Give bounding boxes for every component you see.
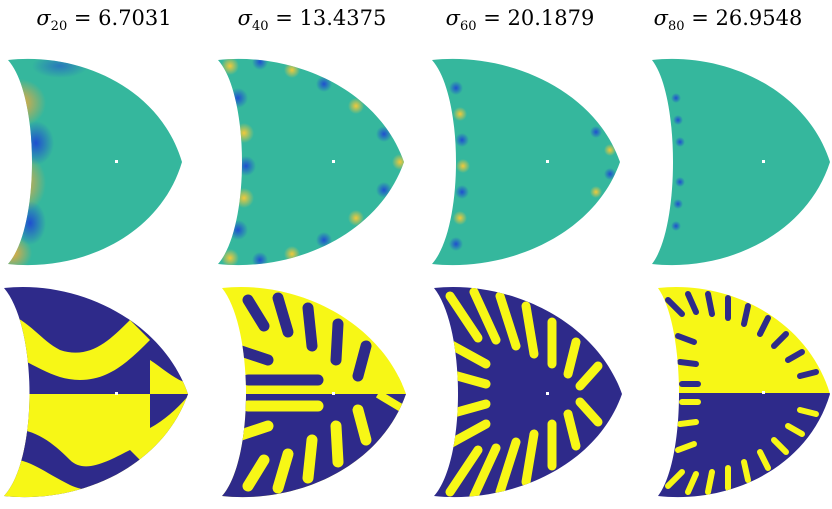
panel-column-4: σ80 = 26.9548 (624, 0, 832, 509)
eigenvalue-label-2: σ40 = 13.4375 (237, 6, 387, 35)
edge-stripes-upper-4 (665, 291, 819, 387)
panel-column-1: σ20 = 6.7031 (0, 0, 208, 509)
eigenfunction-heatmap-1 (0, 48, 208, 276)
eigenvalue-label-4: σ80 = 26.9548 (653, 6, 803, 35)
nodal-svg-3 (434, 286, 622, 498)
eigenfunction-heatmap-2 (208, 48, 416, 276)
boundary-blobs-4 (671, 93, 685, 231)
heatmap-svg-1 (8, 58, 182, 266)
nodal-pattern-1 (0, 280, 208, 506)
heatmap-svg-3 (432, 58, 620, 266)
nodal-pattern-3 (416, 280, 624, 506)
panel-column-3: σ60 = 20.1879 (416, 0, 624, 509)
eigenfunction-heatmap-4 (624, 48, 832, 276)
nodal-pattern-2 (208, 280, 416, 506)
nodal-svg-1 (4, 286, 188, 498)
nodal-pattern-4 (624, 280, 832, 506)
edge-stripes-lower-4 (665, 399, 819, 495)
heatmap-svg-4 (652, 58, 830, 266)
nodal-svg-4 (658, 286, 830, 498)
heatmap-svg-2 (218, 58, 404, 266)
panel-column-2: σ40 = 13.4375 (208, 0, 416, 509)
nodal-stripes-upper-2 (232, 292, 372, 386)
eigenvalue-label-3: σ60 = 20.1879 (445, 6, 595, 35)
boundary-blobs-3 (449, 81, 616, 251)
eigenfunction-heatmap-3 (416, 48, 624, 276)
nodal-svg-2 (222, 286, 406, 498)
eigenvalue-label-1: σ20 = 6.7031 (36, 6, 172, 35)
